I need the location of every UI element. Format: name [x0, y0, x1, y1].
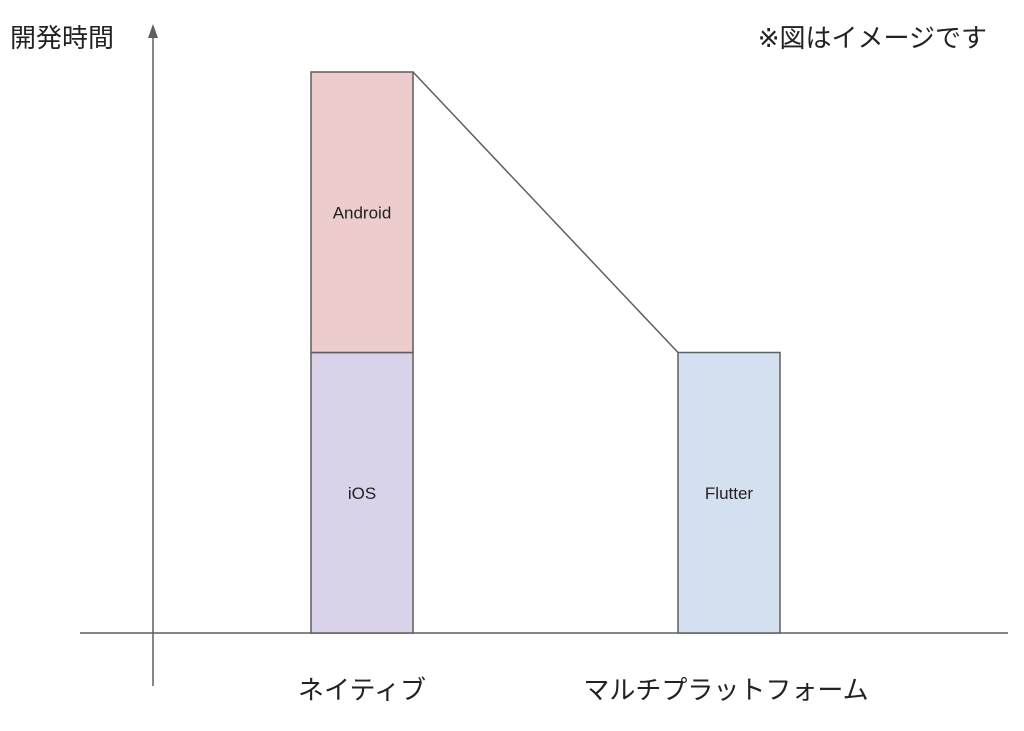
bar-ios-0 [310, 351, 414, 634]
bar-flutter-1 [677, 351, 781, 634]
x-tick-label-native: ネイティブ [298, 676, 426, 706]
bar-label-android: Android [333, 203, 392, 222]
connector-line [412, 71, 679, 354]
bar-label-flutter: Flutter [705, 484, 754, 503]
y-axis-label: 開発時間 [10, 24, 114, 54]
bar-label-ios: iOS [348, 484, 376, 503]
bar-android-0 [310, 71, 414, 354]
chart-note: ※図はイメージです [758, 24, 987, 54]
x-tick-label-multiplatform: マルチプラットフォーム [583, 676, 868, 706]
y-axis-arrow-icon [148, 24, 158, 38]
chart-marks: iOS Android Flutter [310, 71, 781, 634]
